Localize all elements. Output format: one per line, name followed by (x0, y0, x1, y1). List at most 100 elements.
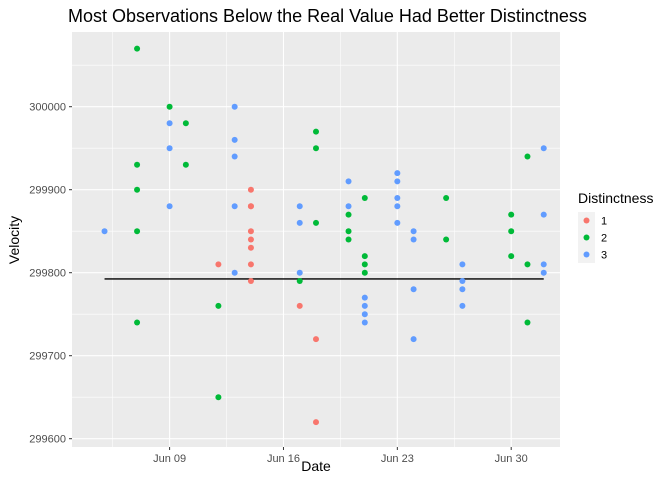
data-points (101, 45, 547, 426)
data-point-distinctness-3 (459, 278, 466, 284)
y-tick-label: 299900 (29, 185, 66, 197)
data-point-distinctness-2 (361, 253, 368, 260)
data-point-distinctness-3 (166, 120, 173, 127)
data-point-distinctness-1 (247, 186, 254, 193)
y-tick-label: 299600 (29, 434, 66, 446)
data-point-distinctness-3 (361, 311, 368, 318)
plot-panel (72, 32, 560, 447)
data-point-distinctness-2 (313, 219, 319, 226)
data-point-distinctness-3 (540, 261, 547, 268)
y-tick-label: 299800 (29, 268, 66, 280)
x-axis-title: Date (301, 458, 331, 474)
data-point-distinctness-2 (134, 228, 141, 235)
data-point-distinctness-3 (410, 336, 417, 343)
data-point-distinctness-3 (296, 203, 303, 210)
data-point-distinctness-2 (313, 128, 319, 135)
data-point-distinctness-2 (443, 236, 450, 243)
data-point-distinctness-3 (231, 269, 238, 276)
data-point-distinctness-3 (296, 269, 303, 276)
major-gridlines (72, 32, 560, 447)
data-point-distinctness-3 (231, 153, 238, 160)
data-point-distinctness-3 (361, 302, 368, 309)
data-point-distinctness-2 (361, 195, 368, 201)
data-point-distinctness-3 (166, 145, 173, 152)
data-point-distinctness-2 (182, 161, 189, 168)
data-point-distinctness-2 (313, 145, 319, 152)
data-point-distinctness-2 (134, 319, 141, 326)
data-point-distinctness-2 (524, 153, 531, 160)
minor-gridlines (72, 32, 560, 447)
legend-key-dot (583, 217, 590, 224)
data-point-distinctness-1 (247, 278, 254, 284)
data-point-distinctness-3 (410, 286, 417, 293)
data-point-distinctness-1 (296, 302, 303, 309)
data-point-distinctness-3 (410, 228, 417, 235)
y-tick-label: 299700 (29, 351, 66, 363)
data-point-distinctness-3 (459, 261, 466, 268)
legend-label: 3 (601, 250, 607, 262)
data-point-distinctness-3 (345, 178, 352, 185)
data-point-distinctness-2 (443, 195, 450, 201)
x-tick-label: Jun 09 (153, 453, 186, 465)
data-point-distinctness-3 (231, 103, 238, 110)
x-tick-label: Jun 23 (381, 453, 414, 465)
legend-keys: 1 2 3 (578, 212, 607, 263)
x-tick-label: Jun 30 (495, 453, 528, 465)
data-point-distinctness-3 (166, 203, 173, 210)
data-point-distinctness-2 (524, 261, 531, 268)
data-point-distinctness-2 (182, 120, 189, 127)
chart-title: Most Observations Below the Real Value H… (68, 6, 587, 26)
data-point-distinctness-3 (410, 236, 417, 243)
data-point-distinctness-2 (345, 228, 352, 235)
data-point-distinctness-2 (361, 261, 368, 268)
data-point-distinctness-3 (540, 211, 547, 218)
y-axis-title: Velocity (6, 216, 22, 264)
data-point-distinctness-3 (394, 178, 401, 185)
y-tick-label: 300000 (29, 102, 66, 114)
data-point-distinctness-2 (134, 161, 141, 168)
data-point-distinctness-2 (345, 236, 352, 243)
data-point-distinctness-1 (247, 261, 254, 268)
legend-key-dot (583, 234, 590, 241)
data-point-distinctness-2 (134, 45, 141, 52)
data-point-distinctness-2 (508, 211, 515, 218)
x-axis: Jun 09 Jun 16 Jun 23 Jun 30 (153, 447, 528, 465)
data-point-distinctness-3 (231, 203, 238, 210)
data-point-distinctness-2 (296, 278, 303, 284)
data-point-distinctness-3 (361, 294, 368, 301)
data-point-distinctness-3 (459, 286, 466, 293)
data-point-distinctness-1 (247, 203, 254, 210)
data-point-distinctness-1 (247, 228, 254, 235)
data-point-distinctness-1 (313, 336, 319, 343)
data-point-distinctness-3 (540, 269, 547, 276)
data-point-distinctness-2 (345, 211, 352, 218)
x-tick-label: Jun 16 (267, 453, 300, 465)
data-point-distinctness-2 (524, 319, 531, 326)
legend: Distinctness 1 2 3 (578, 190, 653, 263)
data-point-distinctness-1 (313, 419, 319, 426)
data-point-distinctness-2 (215, 302, 222, 309)
legend-key-dot (583, 251, 590, 258)
data-point-distinctness-2 (166, 103, 173, 110)
data-point-distinctness-2 (361, 269, 368, 276)
data-point-distinctness-3 (540, 145, 547, 152)
data-point-distinctness-3 (296, 219, 303, 226)
data-point-distinctness-2 (215, 394, 222, 401)
data-point-distinctness-3 (361, 319, 368, 326)
data-point-distinctness-2 (508, 253, 515, 260)
data-point-distinctness-1 (247, 236, 254, 243)
data-point-distinctness-3 (345, 203, 352, 210)
data-point-distinctness-1 (247, 244, 254, 251)
data-point-distinctness-3 (394, 195, 401, 201)
data-point-distinctness-3 (394, 170, 401, 177)
data-point-distinctness-3 (101, 228, 108, 235)
data-point-distinctness-3 (231, 136, 238, 143)
data-point-distinctness-3 (394, 203, 401, 210)
legend-title: Distinctness (578, 190, 653, 206)
data-point-distinctness-2 (134, 186, 141, 193)
data-point-distinctness-3 (459, 302, 466, 309)
legend-label: 1 (601, 216, 607, 228)
data-point-distinctness-2 (508, 228, 515, 235)
legend-label: 2 (601, 233, 607, 245)
